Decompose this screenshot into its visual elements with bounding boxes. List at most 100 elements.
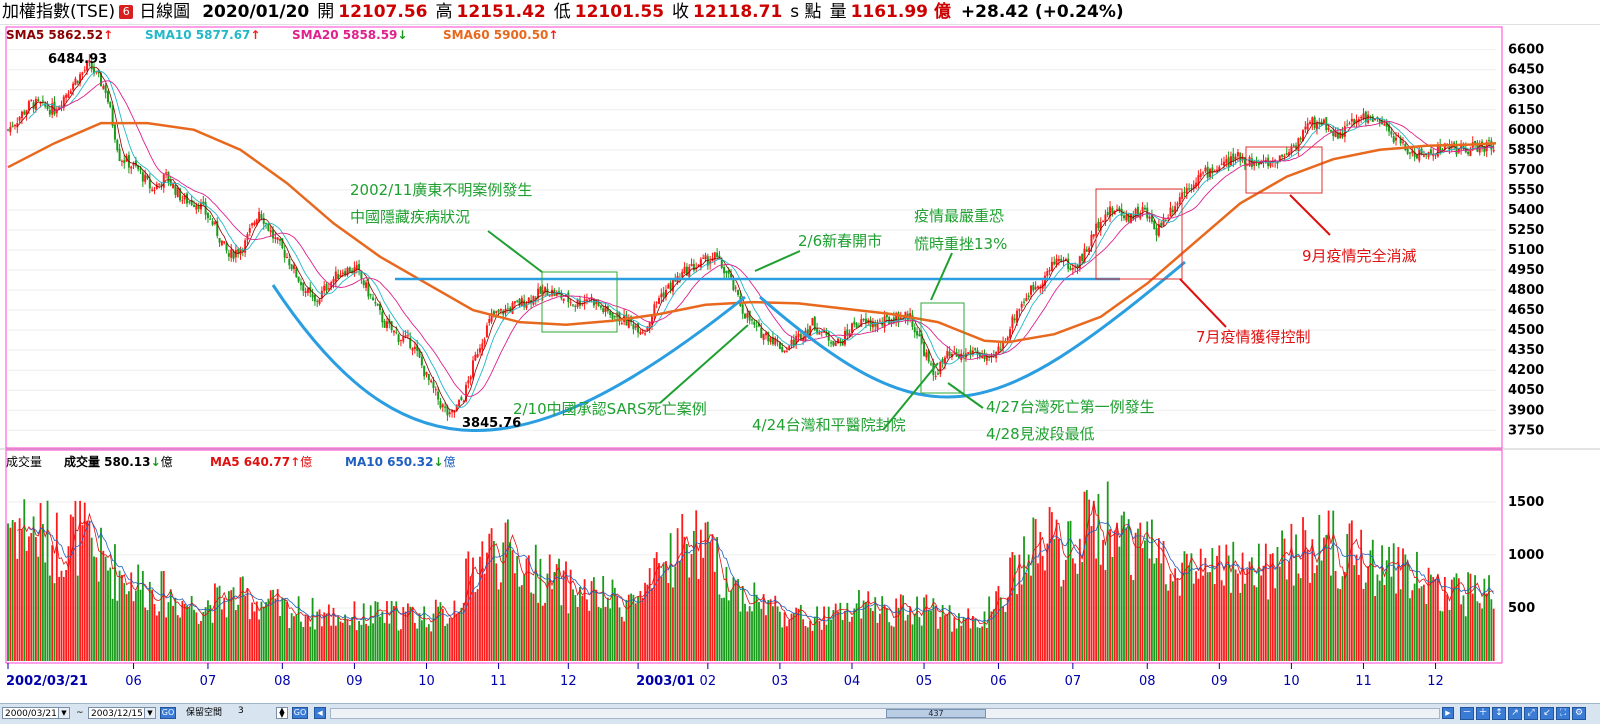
volume-bar [816, 606, 818, 661]
candle-body [523, 300, 526, 307]
scroll-thumb[interactable]: 437 [886, 709, 986, 718]
volume-bar [788, 619, 791, 661]
volume-bar [1120, 515, 1123, 661]
candle-body [209, 218, 212, 220]
volume-bar [1274, 588, 1277, 661]
reserve-spinner[interactable]: ▲ ▼ [276, 707, 288, 719]
price-tick-label: 5700 [1508, 163, 1544, 178]
candle-body [681, 271, 684, 278]
volume-bar [911, 624, 914, 661]
volume-bar [765, 615, 767, 661]
volume-bar [248, 619, 251, 661]
scroll-right-button[interactable]: ▶ [1442, 707, 1454, 719]
price-tick-label: 5550 [1508, 183, 1544, 198]
candle-body [365, 282, 368, 288]
go-button[interactable]: GO [160, 707, 176, 719]
legend-trend-icon: ↓ [151, 455, 161, 469]
volume-bar [318, 609, 321, 661]
period-badge[interactable]: 6 [119, 5, 134, 19]
volume-bar [593, 577, 595, 661]
fullscreen-icon[interactable]: ⛶ [1556, 707, 1570, 720]
volume-bar [214, 583, 216, 661]
volume-bar [1164, 584, 1167, 661]
candle-body [1269, 161, 1272, 167]
candle-body [174, 185, 177, 195]
volume-bar [286, 601, 288, 661]
price-tick-label: 4800 [1508, 283, 1544, 298]
candle-body [802, 337, 805, 341]
crosshair-icon[interactable]: ↕ [1492, 707, 1506, 720]
scroll-left-button[interactable]: ◀ [314, 707, 326, 719]
volume-bar [1264, 543, 1267, 661]
volume-bar [1146, 521, 1149, 661]
volume-bar [1418, 588, 1421, 661]
candle-body [1192, 184, 1195, 189]
volume-bar [930, 610, 932, 661]
volume-bar [476, 589, 479, 661]
candle-body [218, 237, 221, 243]
candle-body [1399, 137, 1402, 144]
index-title[interactable]: 加權指數(TSE) [2, 2, 116, 22]
candle-body [13, 124, 16, 127]
candle-body [16, 123, 19, 128]
reserve-space-value[interactable]: 3 [238, 706, 244, 716]
candle-body [434, 389, 437, 391]
candle-body [423, 365, 426, 377]
volume-bar [1425, 603, 1428, 661]
date-from-select[interactable]: 2000/03/21 ▼ [2, 707, 70, 719]
go2-button[interactable]: GO [292, 707, 308, 719]
candle-body [539, 286, 542, 294]
volume-bar [762, 594, 765, 661]
volume-bar [781, 627, 784, 661]
volume-bar [379, 616, 381, 661]
candle-body [318, 299, 321, 304]
candle-body [895, 313, 898, 322]
candle-body [1060, 258, 1063, 263]
volume-bar [997, 586, 1000, 661]
volume-bar [1436, 574, 1439, 661]
horizontal-scrollbar[interactable]: 437 [330, 708, 1440, 719]
volume-bar [76, 575, 79, 661]
candle-body [1483, 146, 1486, 153]
volume-bar [1002, 606, 1004, 661]
price-y-axis: 3750 3900 4050 4200 4350 4500 4650 4800 4950 5100… [1508, 43, 1544, 439]
restore-icon[interactable]: ↙ [1540, 707, 1554, 720]
volume-bar [995, 591, 998, 661]
candle-body [132, 163, 135, 166]
volume-bar [367, 625, 370, 661]
volume-bar [909, 607, 911, 661]
candle-body [460, 397, 463, 401]
candle-body [706, 256, 709, 266]
volume-bar [1081, 562, 1084, 661]
candle-body [113, 124, 116, 140]
expand-icon[interactable]: ↗ [1508, 707, 1522, 720]
volume-bar [1450, 579, 1453, 661]
candle-body [634, 325, 637, 328]
candle-body [632, 324, 635, 330]
fit-icon[interactable]: ⤢ [1524, 707, 1538, 720]
candle-body [1257, 162, 1260, 166]
candle-body [744, 313, 747, 319]
volume-bar [513, 573, 516, 661]
candle-body [439, 400, 442, 408]
candle-body [1388, 124, 1391, 132]
date-to-select[interactable]: 2003/12/15 ▼ [88, 707, 156, 719]
volume-bar [679, 560, 681, 661]
volume-bar [304, 614, 307, 661]
chart-area[interactable]: 3750 3900 4050 4200 4350 4500 4650 4800 4950 5100… [0, 25, 1600, 703]
high-label: 高 [435, 2, 453, 22]
candle-body [1211, 167, 1214, 174]
volume-bar [1350, 520, 1353, 661]
price-tick-label: 3750 [1508, 423, 1544, 438]
zoom-in-icon[interactable]: ＋ [1476, 707, 1490, 720]
settings-icon[interactable]: ⚙ [1572, 707, 1586, 720]
zoom-out-icon[interactable]: － [1460, 707, 1474, 720]
candle-body [379, 303, 381, 311]
volume-bar [276, 589, 279, 661]
candle-body [1492, 149, 1495, 152]
candle-body [881, 323, 884, 326]
volume-bar [293, 616, 295, 661]
candle-body [172, 183, 175, 189]
volume-bar [1360, 529, 1363, 661]
volume-bar [302, 626, 305, 661]
